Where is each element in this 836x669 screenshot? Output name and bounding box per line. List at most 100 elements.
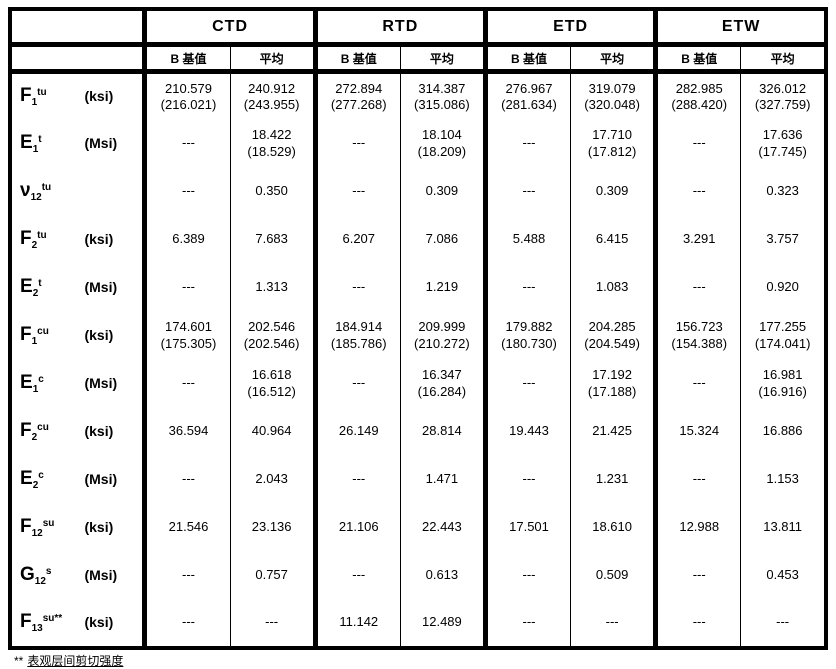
value-cell: 2.043 <box>229 455 316 504</box>
stat-header: 平均 <box>399 44 486 74</box>
property-unit: (Msi) <box>84 375 118 391</box>
condition-header-row: CTD RTD ETD ETW <box>10 9 826 47</box>
row-label: E2t (Msi) <box>10 264 145 312</box>
value-cell: --- <box>482 359 571 408</box>
value-cell: 26.149 <box>312 407 401 456</box>
property-symbol: G12s <box>20 564 52 587</box>
row-label: F13su** (ksi) <box>10 600 145 648</box>
condition-header-etw: ETW <box>653 9 826 47</box>
property-unit: (Msi) <box>84 471 118 487</box>
value-cell: 319.079 (320.048) <box>570 71 656 120</box>
value-cell: 17.710 (17.812) <box>570 119 656 168</box>
property-unit: (ksi) <box>84 423 114 439</box>
value-cell: 1.083 <box>570 263 656 312</box>
footnote: ** 表观层间剪切强度 <box>14 652 828 669</box>
property-unit: (ksi) <box>84 231 114 247</box>
value-cell: 1.219 <box>399 263 486 312</box>
value-cell: 40.964 <box>229 407 316 456</box>
value-cell: 6.415 <box>570 215 656 264</box>
property-symbol: E2t <box>20 276 42 299</box>
value-cell: 1.471 <box>399 455 486 504</box>
property-symbol: F2cu <box>20 420 49 443</box>
property-symbol: E1t <box>20 132 42 155</box>
row-label: F12su (ksi) <box>10 504 145 552</box>
value-cell: 179.882 (180.730) <box>482 311 571 360</box>
material-properties-table: CTD RTD ETD ETW B 基值 平均 B 基值 平均 B 基值 平均 … <box>8 7 828 650</box>
value-cell: 19.443 <box>482 407 571 456</box>
property-symbol: F13su** <box>20 611 63 634</box>
value-cell: 209.999 (210.272) <box>399 311 486 360</box>
corner-cell <box>10 44 145 74</box>
stat-header: B 基值 <box>312 44 401 74</box>
value-cell: --- <box>482 455 571 504</box>
value-cell: 22.443 <box>399 503 486 552</box>
value-cell: 16.981 (16.916) <box>740 359 826 408</box>
value-cell: --- <box>142 119 231 168</box>
value-cell: 202.546 (202.546) <box>229 311 316 360</box>
value-cell: --- <box>482 119 571 168</box>
value-cell: 204.285 (204.549) <box>570 311 656 360</box>
stat-header-row: B 基值 平均 B 基值 平均 B 基值 平均 B 基值 平均 <box>10 44 826 74</box>
value-cell: --- <box>653 551 741 600</box>
value-cell: 177.255 (174.041) <box>740 311 826 360</box>
row-label: F1tu (ksi) <box>10 72 145 120</box>
value-cell: --- <box>482 599 571 648</box>
value-cell: 12.489 <box>399 599 486 648</box>
value-cell: 184.914 (185.786) <box>312 311 401 360</box>
corner-cell <box>10 9 145 47</box>
property-unit: (Msi) <box>84 279 118 295</box>
value-cell: --- <box>740 599 826 648</box>
property-unit: (ksi) <box>84 327 114 343</box>
value-cell: 36.594 <box>142 407 231 456</box>
property-symbol: F2tu <box>20 228 47 251</box>
value-cell: --- <box>482 167 571 216</box>
property-symbol: ν12tu <box>20 180 52 203</box>
stat-header: B 基值 <box>142 44 231 74</box>
property-unit: (Msi) <box>84 135 118 151</box>
stat-header: B 基值 <box>482 44 571 74</box>
row-label: E2c (Msi) <box>10 456 145 504</box>
value-cell: --- <box>142 359 231 408</box>
table-row: F13su** (ksi) --- --- 11.142 12.489 --- … <box>10 599 826 648</box>
value-cell: 18.610 <box>570 503 656 552</box>
row-label: G12s (Msi) <box>10 552 145 600</box>
value-cell: --- <box>482 551 571 600</box>
stat-header: 平均 <box>740 44 826 74</box>
value-cell: --- <box>653 167 741 216</box>
property-symbol: E2c <box>20 468 44 491</box>
value-cell: 6.389 <box>142 215 231 264</box>
condition-header-ctd: CTD <box>142 9 316 47</box>
value-cell: 21.546 <box>142 503 231 552</box>
property-symbol: F12su <box>20 516 55 539</box>
property-unit: (ksi) <box>84 614 114 630</box>
value-cell: 1.231 <box>570 455 656 504</box>
row-label: F2tu (ksi) <box>10 216 145 264</box>
stat-header: 平均 <box>229 44 316 74</box>
value-cell: 16.618 (16.512) <box>229 359 316 408</box>
property-symbol: F1cu <box>20 324 49 347</box>
value-cell: 17.501 <box>482 503 571 552</box>
stat-header: B 基值 <box>653 44 741 74</box>
value-cell: 210.579 (216.021) <box>142 71 231 120</box>
table-row: G12s (Msi) --- 0.757 --- 0.613 --- 0.509… <box>10 551 826 600</box>
value-cell: 0.757 <box>229 551 316 600</box>
value-cell: 13.811 <box>740 503 826 552</box>
value-cell: --- <box>482 263 571 312</box>
table-row: E1t (Msi) --- 18.422 (18.529) --- 18.104… <box>10 119 826 168</box>
row-label: F1cu (ksi) <box>10 312 145 360</box>
property-symbol: F1tu <box>20 85 47 109</box>
row-label: F2cu (ksi) <box>10 408 145 456</box>
value-cell: --- <box>142 455 231 504</box>
value-cell: 5.488 <box>482 215 571 264</box>
value-cell: 156.723 (154.388) <box>653 311 741 360</box>
value-cell: --- <box>142 263 231 312</box>
table-row: ν12tu --- 0.350 --- 0.309 --- 0.309 --- … <box>10 167 826 216</box>
table-row: F12su (ksi) 21.546 23.136 21.106 22.443 … <box>10 503 826 552</box>
value-cell: --- <box>312 455 401 504</box>
value-cell: 6.207 <box>312 215 401 264</box>
value-cell: 16.886 <box>740 407 826 456</box>
value-cell: 17.636 (17.745) <box>740 119 826 168</box>
table-row: F1cu (ksi) 174.601 (175.305) 202.546 (20… <box>10 311 826 360</box>
value-cell: --- <box>570 599 656 648</box>
